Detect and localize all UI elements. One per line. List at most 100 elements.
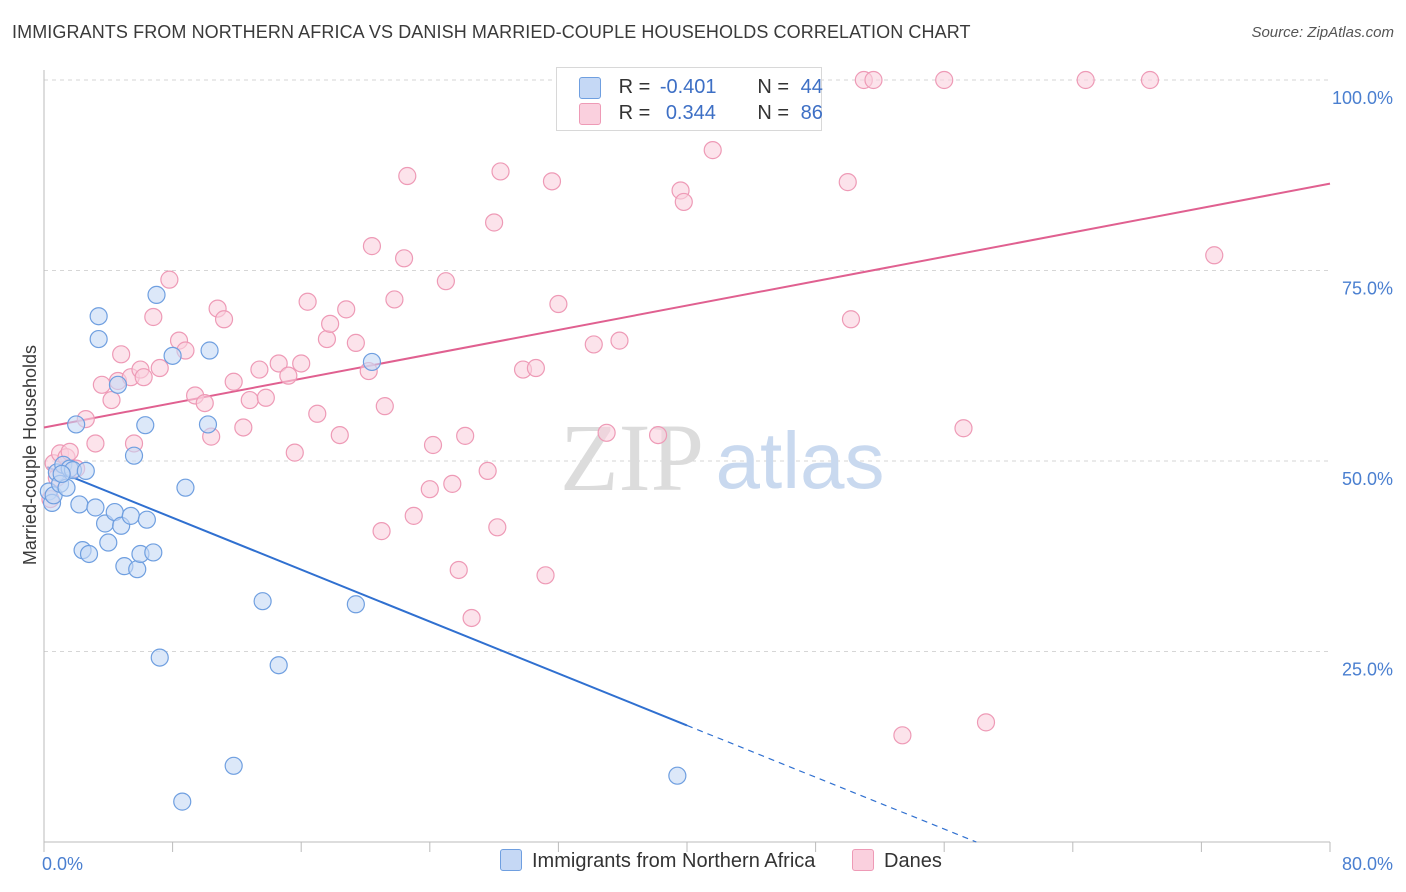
data-point xyxy=(198,415,218,434)
data-point xyxy=(346,595,365,614)
data-point xyxy=(173,792,192,811)
data-point xyxy=(195,393,214,413)
legend-n-label: N = xyxy=(757,102,790,124)
data-point xyxy=(89,307,108,326)
axes xyxy=(43,70,1331,852)
data-point xyxy=(1076,70,1095,90)
data-point xyxy=(485,213,504,232)
chart-title: IMMIGRANTS FROM NORTHERN AFRICA VS DANIS… xyxy=(12,22,971,42)
data-point xyxy=(456,426,475,445)
legend-swatch-pink xyxy=(579,102,601,125)
data-point xyxy=(240,390,259,410)
data-point xyxy=(279,366,298,385)
data-point xyxy=(108,375,128,394)
data-point xyxy=(375,397,394,416)
data-point xyxy=(423,435,443,455)
data-point xyxy=(526,358,545,378)
y-tick-label: 100.0% xyxy=(1332,88,1393,108)
data-point xyxy=(449,560,468,580)
data-point xyxy=(102,390,121,410)
legend-swatch-blue xyxy=(579,76,601,99)
data-point xyxy=(86,498,105,517)
grid-lines xyxy=(44,79,1330,652)
legend-n-value: 86 xyxy=(800,102,823,124)
watermark-atlas: atlas xyxy=(716,416,885,505)
data-point xyxy=(584,335,603,354)
data-point xyxy=(841,310,861,329)
data-point xyxy=(79,544,99,564)
legend-swatch-blue xyxy=(500,849,522,872)
data-point xyxy=(337,300,356,319)
legend-row-series2: R = 0.344 N = 86 xyxy=(579,102,823,128)
data-point xyxy=(1205,246,1224,265)
data-point xyxy=(394,249,414,268)
data-point xyxy=(86,434,105,453)
legend-row-series1: R = -0.401 N = 44 xyxy=(579,76,823,102)
correlation-legend: R = -0.401 N = 44 R = 0.344 N = 86 xyxy=(556,67,823,131)
data-point xyxy=(462,608,481,628)
source-label: Source: ZipAtlas.com xyxy=(1251,24,1394,41)
y-tick-label: 50.0% xyxy=(1342,469,1393,489)
data-point xyxy=(256,388,275,407)
data-point xyxy=(92,375,111,394)
data-point xyxy=(160,270,179,289)
series-legend: Immigrants from Northern Africa Danes xyxy=(0,849,1406,880)
data-point xyxy=(542,172,562,191)
trend-line xyxy=(43,182,1331,429)
data-point xyxy=(67,415,86,434)
data-point xyxy=(250,360,269,379)
data-point xyxy=(488,518,507,537)
data-point xyxy=(308,404,327,423)
watermark-zip: ZIP xyxy=(560,404,704,511)
data-point xyxy=(200,341,219,360)
trend-line xyxy=(46,466,688,727)
data-point xyxy=(121,506,140,525)
data-point xyxy=(536,566,555,585)
watermark: ZIP atlas xyxy=(560,404,884,511)
data-point xyxy=(128,560,147,579)
data-point xyxy=(52,464,71,484)
y-axis-label: Married-couple Households xyxy=(20,345,40,565)
trend-line-extension xyxy=(686,724,977,843)
y-tick-label: 25.0% xyxy=(1342,660,1393,680)
data-point xyxy=(317,329,337,349)
legend-item-label: Danes xyxy=(884,850,942,872)
tick-labels: 25.0% 50.0% 75.0% 100.0% 0.0% 80.0% xyxy=(42,88,1393,874)
data-point xyxy=(144,543,163,562)
data-point xyxy=(176,478,195,497)
data-point xyxy=(234,418,253,437)
data-point xyxy=(976,713,996,732)
legend-r-value: -0.401 xyxy=(659,76,717,98)
data-point xyxy=(1140,70,1160,90)
data-point xyxy=(420,480,439,499)
data-point xyxy=(214,310,234,329)
data-point xyxy=(76,461,95,481)
data-point xyxy=(610,331,629,350)
data-point xyxy=(137,510,156,529)
data-point xyxy=(893,726,912,745)
legend-r-label: R = xyxy=(618,102,651,124)
data-point xyxy=(136,416,155,435)
data-point xyxy=(321,314,340,333)
data-point xyxy=(330,425,349,445)
data-point xyxy=(703,141,722,160)
data-point xyxy=(134,368,153,387)
data-point xyxy=(491,162,510,181)
data-point xyxy=(269,354,288,373)
data-point xyxy=(285,443,304,462)
data-point xyxy=(224,372,243,391)
data-point xyxy=(298,292,317,311)
data-point xyxy=(150,358,169,378)
legend-item-label: Immigrants from Northern Africa xyxy=(532,850,816,872)
data-point xyxy=(346,333,365,352)
data-point xyxy=(99,533,118,552)
data-point xyxy=(150,648,169,667)
data-point xyxy=(362,352,382,372)
data-point xyxy=(372,522,391,541)
data-point xyxy=(112,345,131,364)
trend-lines xyxy=(43,182,1331,843)
legend-r-value: 0.344 xyxy=(665,102,716,124)
legend-item-danes: Danes xyxy=(852,849,942,873)
legend-n-label: N = xyxy=(757,76,790,98)
data-point xyxy=(954,419,973,438)
